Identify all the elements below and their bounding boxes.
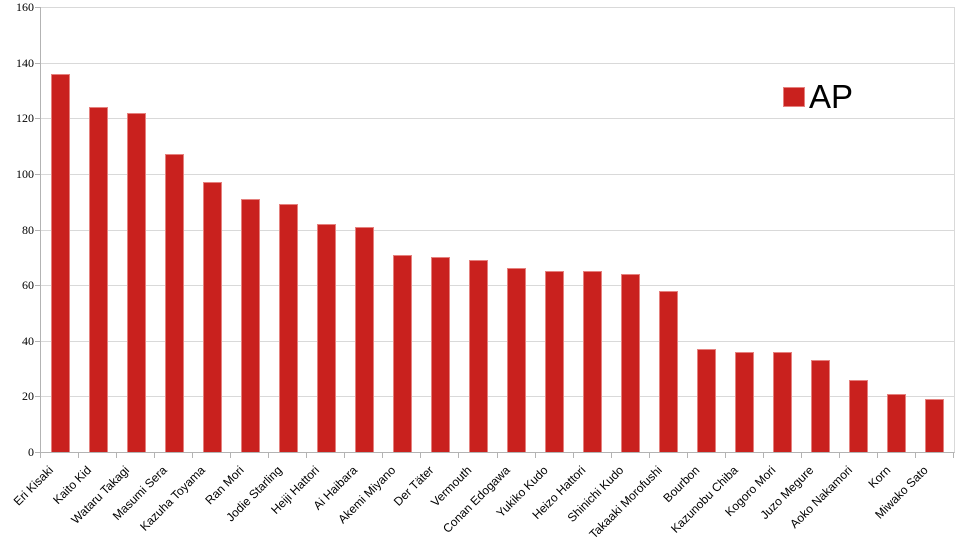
bar-conan-edogawa	[507, 268, 527, 452]
x-axis-tick	[914, 453, 916, 458]
gridline-y-160	[41, 7, 954, 8]
bar-shinichi-kudo	[621, 274, 641, 452]
legend-color-swatch	[783, 86, 805, 107]
gridline-y-120	[41, 118, 954, 120]
x-axis-tick	[648, 453, 650, 458]
x-axis-tick	[724, 453, 726, 458]
x-axis-tick	[610, 453, 612, 458]
y-axis-tick	[35, 340, 40, 342]
plot-area	[40, 7, 955, 453]
gridline-y-40	[41, 340, 954, 342]
gridline-y-60	[41, 285, 954, 287]
y-axis-tick	[35, 229, 40, 231]
bar-heizo-hattori	[583, 271, 603, 452]
y-axis-tick	[35, 62, 40, 64]
y-axis-label: 140	[16, 55, 34, 70]
y-axis-tick	[35, 396, 40, 398]
bar-miwako-sato	[925, 399, 945, 452]
y-axis-label: 40	[22, 333, 34, 348]
y-axis-label: 20	[22, 389, 34, 404]
x-axis-tick	[762, 453, 764, 458]
bar-kazunobu-chiba	[735, 351, 755, 452]
x-axis-tick	[420, 453, 422, 458]
gridline-y-100	[41, 173, 954, 175]
gridline-y-20	[41, 396, 954, 398]
bar-der-t-ter	[430, 257, 450, 452]
x-axis-tick	[800, 453, 802, 458]
bar-wataru-takagi	[126, 112, 146, 452]
y-axis-label: 160	[16, 0, 34, 14]
x-axis-tick	[78, 453, 80, 458]
bar-vermouth	[468, 260, 488, 452]
y-axis-tick	[35, 7, 40, 8]
y-axis-label: 80	[22, 222, 34, 237]
x-axis-tick	[268, 453, 270, 458]
legend: AP	[783, 80, 853, 113]
x-axis-tick	[382, 453, 384, 458]
x-axis-tick	[344, 453, 346, 458]
bar-heiji-hattori	[316, 223, 336, 452]
x-axis-label: Kazunobu Chiba	[668, 463, 741, 536]
y-axis-tick	[35, 118, 40, 120]
bar-juzo-megure	[811, 360, 831, 452]
bar-akemi-miyano	[392, 254, 412, 452]
x-axis-tick	[953, 453, 954, 458]
bar-bourbon	[697, 349, 717, 452]
bar-ai-haibara	[354, 226, 374, 452]
y-axis-label: 120	[16, 111, 34, 126]
x-axis-tick	[572, 453, 574, 458]
bar-takaaki-morofushi	[659, 290, 679, 452]
x-axis-tick	[458, 453, 460, 458]
y-axis-label: 100	[16, 166, 34, 181]
y-axis-tick	[35, 285, 40, 287]
x-axis-tick	[496, 453, 498, 458]
bar-korn	[887, 393, 907, 452]
x-axis-tick	[306, 453, 308, 458]
gridline-y-140	[41, 62, 954, 64]
x-axis-label: Korn	[865, 463, 893, 491]
bar-aoko-nakamori	[849, 379, 869, 452]
x-axis-tick	[230, 453, 232, 458]
bar-kaito-kid	[88, 107, 108, 452]
x-axis-tick	[192, 453, 194, 458]
legend-series-label: AP	[809, 78, 854, 115]
x-axis-label: Takaaki Morofushi	[586, 463, 665, 541]
bar-masumi-sera	[164, 154, 184, 452]
bar-kazuha-toyama	[202, 182, 222, 452]
x-axis-tick	[838, 453, 840, 458]
y-axis-tick	[35, 173, 40, 175]
x-axis-tick	[876, 453, 878, 458]
bar-ran-mori	[240, 198, 260, 452]
bar-eri-kisaki	[50, 73, 70, 452]
x-axis-tick	[154, 453, 156, 458]
bar-jodie-starling	[278, 204, 298, 452]
y-axis-label: 60	[22, 278, 34, 293]
x-axis-tick	[686, 453, 688, 458]
x-axis-label: Conan Edogawa	[439, 463, 513, 536]
bar-kogoro-mori	[773, 351, 793, 452]
bar-yukiko-kudo	[545, 271, 565, 452]
gridline-y-80	[41, 229, 954, 231]
y-axis-tick	[35, 452, 40, 453]
x-axis-label: Eri Kisaki	[10, 463, 57, 509]
y-axis-label: 0	[28, 445, 34, 459]
x-axis-tick	[534, 453, 536, 458]
x-axis-tick	[116, 453, 118, 458]
x-axis-tick	[40, 453, 41, 458]
